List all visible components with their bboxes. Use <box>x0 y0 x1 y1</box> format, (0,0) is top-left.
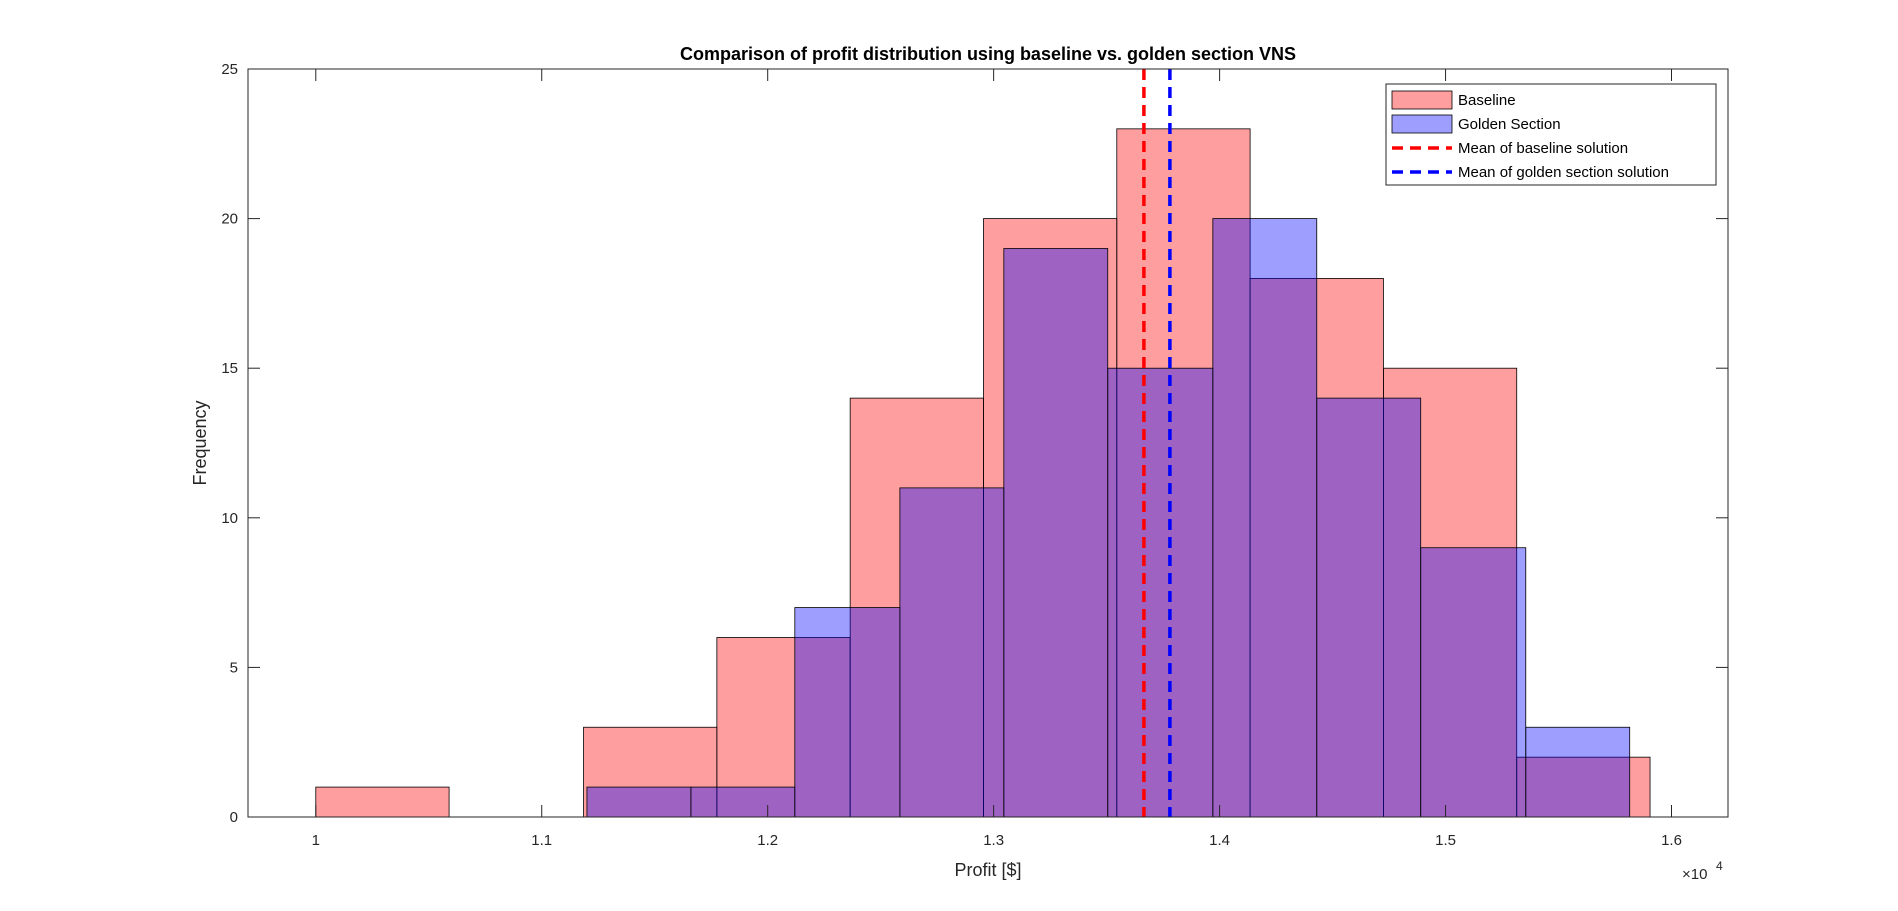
chart-title: Comparison of profit distribution using … <box>680 44 1296 64</box>
legend-label: Mean of golden section solution <box>1458 164 1669 181</box>
y-tick-label: 0 <box>230 809 238 826</box>
legend-swatch <box>1391 90 1453 110</box>
x-tick-label: 1.1 <box>531 832 552 849</box>
ticks-layer: 1 1.1 1.2 1.3 1.4 1.5 1.6 0 5 10 15 20 25 <box>221 61 1728 849</box>
legend: Baseline Golden Section Mean of baseline s… <box>1385 83 1717 186</box>
x-tick-label: 1.5 <box>1435 832 1456 849</box>
golden-section-bar <box>1316 397 1422 818</box>
x-tick-label: 1.4 <box>1209 832 1230 849</box>
x-tick-label: 1.2 <box>757 832 778 849</box>
legend-swatch <box>1391 114 1453 134</box>
y-tick-label: 10 <box>221 510 238 527</box>
y-tick-label: 5 <box>230 659 238 676</box>
x-axis-label: Profit [$] <box>954 860 1021 880</box>
baseline-bar <box>315 786 450 818</box>
golden-section-bar <box>1525 726 1631 818</box>
golden-section-bar <box>1420 547 1527 818</box>
golden-section-bar <box>1212 218 1318 818</box>
golden-section-bar <box>586 786 692 818</box>
bars-layer <box>315 128 1651 818</box>
x-exponent-base: ×10 <box>1682 866 1707 883</box>
x-tick-label: 1.6 <box>1661 832 1682 849</box>
x-tick-label: 1 <box>312 832 320 849</box>
baseline-bar <box>1116 128 1251 818</box>
y-tick-label: 20 <box>221 211 238 228</box>
legend-label: Golden Section <box>1458 116 1561 133</box>
baseline-bar <box>1383 367 1518 818</box>
baseline-bar <box>1516 756 1651 818</box>
legend-box <box>1385 83 1717 186</box>
legend-label: Mean of baseline solution <box>1458 140 1628 157</box>
x-exponent-power: 4 <box>1716 859 1723 873</box>
baseline-bar <box>983 218 1118 818</box>
y-axis-label: Frequency <box>190 400 210 485</box>
golden-section-bar <box>1003 248 1109 818</box>
x-exponent-label: ×10 4 <box>1682 859 1723 883</box>
axes-box <box>247 68 1729 818</box>
legend-label: Baseline <box>1458 92 1516 109</box>
y-tick-label: 25 <box>221 61 238 78</box>
baseline-bar <box>583 726 718 818</box>
y-tick-label: 15 <box>221 360 238 377</box>
golden-section-bar <box>899 487 1005 818</box>
golden-section-bar <box>690 786 796 818</box>
golden-section-bar <box>794 607 901 818</box>
golden-section-bar <box>1107 367 1214 818</box>
x-tick-label: 1.3 <box>983 832 1004 849</box>
